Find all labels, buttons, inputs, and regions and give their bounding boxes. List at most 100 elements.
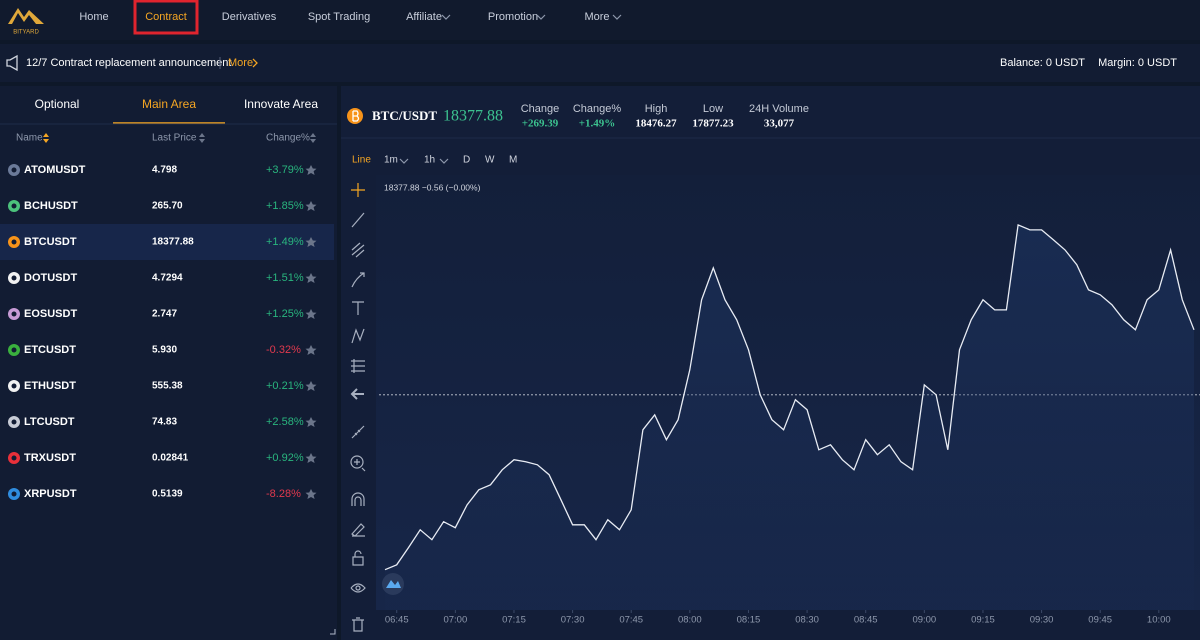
megaphone-icon	[6, 54, 18, 72]
tool-icon[interactable]	[351, 328, 365, 344]
coin-icon-inner	[11, 419, 17, 425]
coin-icon-inner	[11, 275, 17, 281]
announcement: 12/7 Contract replacement announcement M…	[6, 54, 1177, 72]
x-tick-label: 08:15	[737, 615, 761, 626]
tool-icon[interactable]	[352, 617, 364, 632]
last-price: 0.02841	[152, 453, 189, 464]
nav-item[interactable]: More	[584, 11, 609, 23]
symbol[interactable]: EOSUSDT	[24, 308, 77, 320]
change: +0.21%	[266, 380, 304, 392]
sort-icon	[310, 133, 316, 143]
balance: Balance: 0 USDT	[1000, 57, 1085, 69]
symbol[interactable]: BTCUSDT	[24, 236, 77, 248]
last-price: 74.83	[152, 417, 177, 428]
nav-item[interactable]: Derivatives	[222, 11, 277, 23]
market-tab[interactable]: Innovate Area	[244, 97, 318, 111]
tool-icon[interactable]	[351, 425, 365, 439]
coin-icon-inner	[11, 311, 17, 317]
interval-option[interactable]: W	[485, 155, 495, 166]
chevron	[536, 14, 546, 20]
symbol[interactable]: BCHUSDT	[24, 200, 78, 212]
change: +1.85%	[266, 200, 304, 212]
x-tick-label: 10:00	[1147, 615, 1171, 626]
coin-icon-inner	[11, 239, 17, 245]
favorite-star[interactable]	[305, 345, 317, 355]
symbol[interactable]: ETHUSDT	[24, 380, 76, 392]
favorite-star[interactable]	[305, 453, 317, 463]
tool-icon[interactable]	[351, 359, 365, 373]
last-price: 2.747	[152, 309, 177, 320]
interval-option[interactable]: 1m	[384, 155, 398, 166]
nav-item[interactable]: Affiliate	[406, 11, 442, 23]
price-area	[385, 224, 1194, 610]
nav-item[interactable]: Contract	[145, 11, 187, 23]
tool-icon[interactable]	[351, 272, 365, 288]
coin-icon-inner	[11, 203, 17, 209]
favorite-star[interactable]	[305, 489, 317, 499]
tool-icon[interactable]	[350, 388, 364, 400]
last-price: 18377.88	[152, 237, 194, 248]
price-readout: 18377.88 −0.56 (−0.00%)	[384, 182, 481, 192]
column-header[interactable]: Last Price	[152, 133, 197, 144]
tool-icon[interactable]	[351, 523, 365, 537]
symbol[interactable]: XRPUSDT	[24, 488, 77, 500]
resize-handle	[330, 629, 336, 635]
column-header[interactable]: Change%	[266, 133, 310, 144]
tool-icon[interactable]	[351, 212, 365, 228]
sort-icon	[199, 133, 205, 143]
market-tab[interactable]: Main Area	[142, 97, 196, 111]
last-price: 18377.88	[443, 108, 503, 125]
tool-icon[interactable]	[350, 455, 366, 472]
column-header[interactable]: Name	[16, 133, 43, 144]
favorite-star[interactable]	[305, 381, 317, 391]
coin-icon-inner	[11, 167, 17, 173]
tool-icon[interactable]	[351, 183, 365, 197]
symbol[interactable]: ETCUSDT	[24, 344, 76, 356]
symbol[interactable]: ATOMUSDT	[24, 164, 86, 176]
interval-option[interactable]: 1h	[424, 155, 435, 166]
nav-bar	[0, 0, 1200, 40]
stat-value: 33,077	[764, 118, 795, 130]
market-list: Optional Main Area Innovate Area Name Last P…	[0, 97, 337, 500]
last-price: 4.798	[152, 165, 177, 176]
favorite-star[interactable]	[305, 237, 317, 247]
favorite-star[interactable]	[305, 417, 317, 427]
symbol[interactable]: TRXUSDT	[24, 452, 76, 464]
coin-icon-inner	[11, 383, 17, 389]
chart-toolbar: Line 1m 1h D W M 18377.88 −0.56 (−0.00%)	[352, 155, 517, 193]
tool-icon[interactable]	[352, 301, 364, 315]
tool-icon[interactable]	[352, 550, 364, 566]
stat-label: High	[645, 103, 668, 115]
interval-option[interactable]: M	[509, 155, 517, 166]
symbol[interactable]: LTCUSDT	[24, 416, 75, 428]
more-link[interactable]: More	[228, 57, 253, 69]
interval-option[interactable]: D	[463, 155, 470, 166]
announcement-text[interactable]: 12/7 Contract replacement announcement	[26, 57, 231, 69]
nav: Home Contract Derivatives Spot Trading Affil…	[79, 0, 622, 35]
last-price: 4.7294	[152, 273, 183, 284]
symbol[interactable]: DOTUSDT	[24, 272, 77, 284]
change: +2.58%	[266, 416, 304, 428]
market-tab[interactable]: Optional	[35, 97, 80, 111]
drawing-tools	[350, 183, 366, 632]
market-panel	[0, 86, 337, 640]
coin-icon-inner	[11, 347, 17, 353]
favorite-star[interactable]	[305, 201, 317, 211]
tool-icon[interactable]	[350, 583, 366, 593]
nav-item[interactable]: Spot Trading	[308, 11, 370, 23]
nav-item[interactable]: Home	[79, 11, 108, 23]
favorite-star[interactable]	[305, 273, 317, 283]
x-tick-label: 09:45	[1088, 615, 1112, 626]
stat-value: 18476.27	[635, 118, 677, 130]
coin-icon-inner	[11, 455, 17, 461]
change: +3.79%	[266, 164, 304, 176]
logo: BITYARD	[8, 8, 44, 36]
interval-option[interactable]: Line	[352, 155, 371, 166]
favorite-star[interactable]	[305, 165, 317, 175]
pair: BTC/USDT	[372, 108, 437, 123]
stat-label: 24H Volume	[749, 103, 809, 115]
favorite-star[interactable]	[305, 309, 317, 319]
tool-icon[interactable]	[351, 242, 365, 258]
tool-icon[interactable]	[351, 492, 365, 506]
nav-item[interactable]: Promotion	[488, 11, 538, 23]
